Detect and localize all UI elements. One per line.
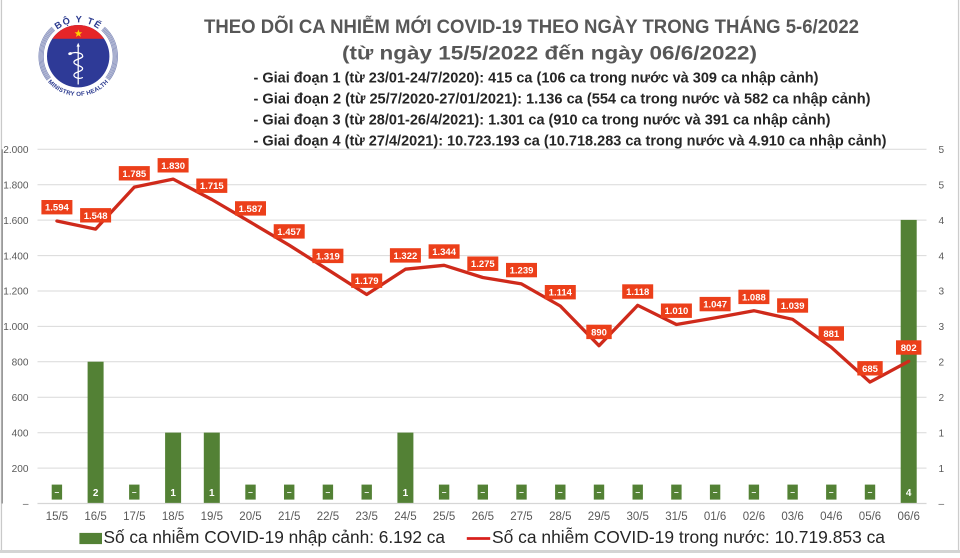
svg-text:05/6: 05/6 [859,511,881,523]
svg-text:–: – [364,487,369,497]
svg-text:400: 400 [12,428,29,439]
svg-text:1: 1 [939,464,945,475]
svg-text:23/5: 23/5 [356,511,378,523]
svg-text:–: – [519,487,524,497]
svg-text:–: – [868,487,873,497]
svg-text:1.715: 1.715 [200,181,224,192]
svg-text:1.830: 1.830 [161,161,185,172]
svg-text:–: – [752,487,757,497]
svg-text:–: – [790,487,795,497]
svg-text:1.275: 1.275 [471,259,495,270]
svg-text:1.400: 1.400 [3,251,29,262]
svg-text:3: 3 [939,287,945,298]
svg-text:1.000: 1.000 [3,322,29,333]
svg-text:802: 802 [901,343,917,354]
svg-text:1: 1 [403,488,409,499]
svg-text:2: 2 [939,358,945,369]
svg-text:29/5: 29/5 [588,511,610,523]
svg-text:Số ca nhiễm COVID-19 trong nướ: Số ca nhiễm COVID-19 trong nước: 10.719.… [492,526,885,547]
svg-text:24/5: 24/5 [394,511,416,523]
svg-text:20/5: 20/5 [239,511,261,523]
svg-text:5: 5 [939,145,945,156]
svg-text:4: 4 [939,251,945,262]
svg-text:890: 890 [591,327,607,338]
svg-text:17/5: 17/5 [123,511,145,523]
svg-text:800: 800 [12,358,29,369]
svg-text:–: – [23,499,29,510]
svg-text:–: – [55,487,60,497]
svg-text:–: – [635,487,640,497]
svg-text:–: – [326,487,331,497]
svg-text:1: 1 [939,428,945,439]
svg-text:02/6: 02/6 [743,511,765,523]
svg-text:21/5: 21/5 [278,511,300,523]
svg-text:1.322: 1.322 [394,251,418,262]
svg-text:–: – [829,487,834,497]
svg-text:01/6: 01/6 [704,511,726,523]
svg-text:22/5: 22/5 [317,511,339,523]
svg-text:1.587: 1.587 [239,204,263,215]
svg-text:26/5: 26/5 [472,511,494,523]
svg-text:- Giai đoạn 3 (từ 28/01-26/4/2: - Giai đoạn 3 (từ 28/01-26/4/2021): 1.30… [254,112,831,129]
svg-text:–: – [132,487,137,497]
svg-text:685: 685 [862,364,879,375]
svg-text:(từ ngày 15/5/2022 đến ngày 06: (từ ngày 15/5/2022 đến ngày 06/6/2022) [342,43,757,65]
svg-text:- Giai đoạn 1 (từ 23/01-24/7/2: - Giai đoạn 1 (từ 23/01-24/7/2020): 415 … [254,70,819,87]
svg-text:1.319: 1.319 [316,251,340,262]
svg-text:31/5: 31/5 [665,511,687,523]
svg-text:1.047: 1.047 [703,300,727,311]
svg-text:–: – [248,487,253,497]
svg-text:19/5: 19/5 [201,511,223,523]
svg-text:16/5: 16/5 [84,511,106,523]
svg-text:5: 5 [939,180,945,191]
svg-text:1.600: 1.600 [3,216,29,227]
svg-text:28/5: 28/5 [549,511,571,523]
svg-text:2: 2 [93,488,99,499]
svg-text:15/5: 15/5 [46,511,68,523]
svg-text:- Giai đoạn 2 (từ 25/7/2020-27: - Giai đoạn 2 (từ 25/7/2020-27/01/2021):… [254,91,871,108]
svg-text:1: 1 [170,488,176,499]
svg-text:–: – [558,487,563,497]
svg-text:4: 4 [939,216,945,227]
svg-text:30/5: 30/5 [627,511,649,523]
svg-text:1.594: 1.594 [45,203,69,214]
svg-text:4: 4 [906,488,912,499]
svg-text:–: – [674,487,679,497]
svg-text:- Giai đoạn 4 (từ 27/4/2021):: - Giai đoạn 4 (từ 27/4/2021): 10.723.193… [254,133,887,150]
svg-text:THEO DÕI CA NHIỄM MỚI COVID-19: THEO DÕI CA NHIỄM MỚI COVID-19 THEO NGÀY… [204,14,859,38]
svg-text:1.039: 1.039 [781,301,805,312]
svg-text:–: – [597,487,602,497]
svg-text:–: – [939,499,945,510]
svg-text:1.114: 1.114 [549,288,573,299]
svg-text:25/5: 25/5 [433,511,455,523]
svg-text:18/5: 18/5 [162,511,184,523]
svg-text:1.200: 1.200 [3,287,29,298]
svg-text:1.010: 1.010 [665,306,689,317]
svg-text:04/6: 04/6 [820,511,842,523]
svg-text:1.457: 1.457 [277,227,301,238]
svg-text:1.344: 1.344 [432,247,456,258]
svg-text:06/6: 06/6 [898,511,920,523]
svg-text:–: – [713,487,718,497]
svg-text:1.118: 1.118 [626,287,649,298]
svg-text:1.800: 1.800 [3,180,29,191]
svg-text:03/6: 03/6 [781,511,803,523]
svg-text:1.179: 1.179 [355,276,379,287]
svg-text:881: 881 [823,329,840,340]
svg-text:27/5: 27/5 [510,511,532,523]
svg-text:–: – [442,487,447,497]
svg-text:1: 1 [209,488,215,499]
svg-text:1.785: 1.785 [122,169,146,180]
svg-text:Số ca nhiễm COVID-19 nhập cảnh: Số ca nhiễm COVID-19 nhập cảnh: 6.192 ca [104,526,446,547]
svg-text:2.000: 2.000 [3,145,29,156]
svg-text:600: 600 [12,393,29,404]
svg-text:1.239: 1.239 [510,266,534,277]
svg-text:2: 2 [939,393,945,404]
svg-text:–: – [480,487,485,497]
svg-text:1.548: 1.548 [84,211,108,222]
svg-text:–: – [287,487,292,497]
svg-text:3: 3 [939,322,945,333]
svg-text:200: 200 [12,464,29,475]
svg-text:1.088: 1.088 [742,292,766,303]
